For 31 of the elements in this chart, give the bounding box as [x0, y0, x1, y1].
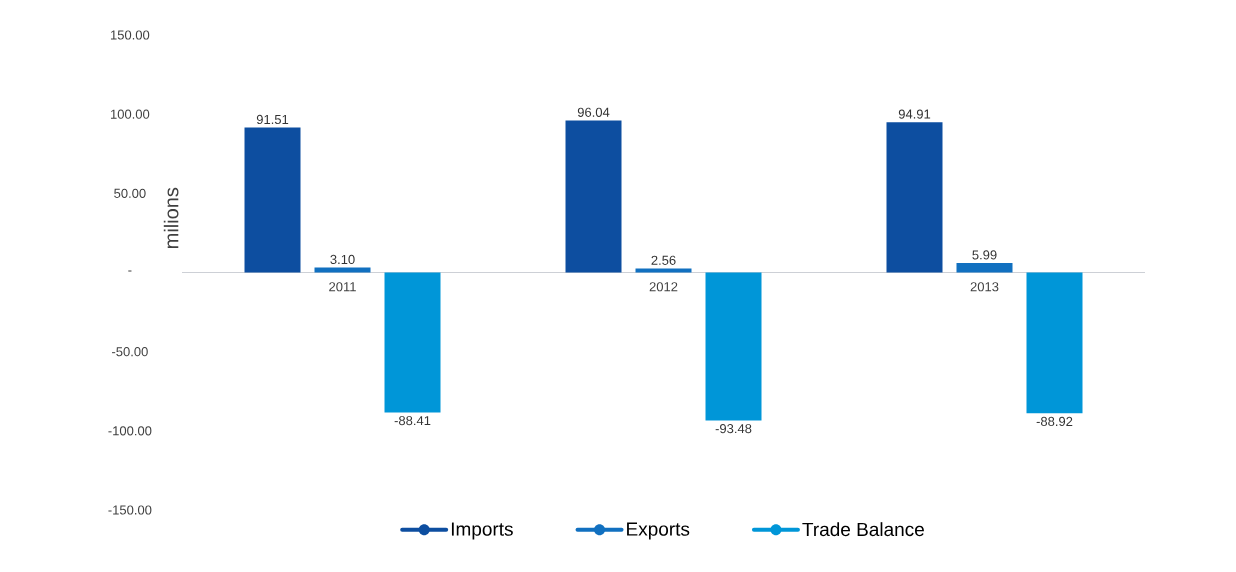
y-tick-label: -100.00 — [108, 426, 152, 436]
x-tick-label: 2011 — [329, 282, 356, 292]
y-tick-label: 50.00 — [114, 188, 146, 198]
y-tick-label: 100.00 — [110, 109, 150, 119]
legend-label: Imports — [451, 522, 513, 540]
bar — [244, 127, 301, 273]
data-label: 3.10 — [330, 254, 355, 265]
y-tick-label: - — [128, 270, 132, 272]
bar — [384, 272, 441, 413]
bar — [635, 268, 692, 273]
y-tick-label: -50.00 — [112, 347, 148, 357]
data-label: 91.51 — [256, 114, 289, 125]
bar — [705, 272, 762, 421]
y-tick-label: 150.00 — [110, 30, 150, 40]
bar — [956, 263, 1013, 273]
data-label: -93.48 — [715, 424, 752, 434]
legend-label: Trade Balance — [802, 522, 924, 537]
data-label: 96.04 — [577, 107, 610, 117]
y-tick-label: -150.00 — [108, 505, 152, 515]
data-label: -88.92 — [1036, 416, 1073, 427]
x-tick-label: 2013 — [970, 282, 999, 292]
data-label: 94.91 — [898, 109, 931, 119]
legend-label: Exports — [627, 522, 690, 540]
data-label: -88.41 — [394, 416, 431, 426]
bar — [1026, 272, 1083, 414]
x-tick-label: 2012 — [649, 282, 678, 292]
bar — [886, 122, 943, 273]
data-label: 5.99 — [972, 250, 997, 260]
y-axis-title: milions — [163, 187, 179, 249]
data-label: 2.56 — [651, 255, 676, 265]
bar — [565, 120, 622, 273]
